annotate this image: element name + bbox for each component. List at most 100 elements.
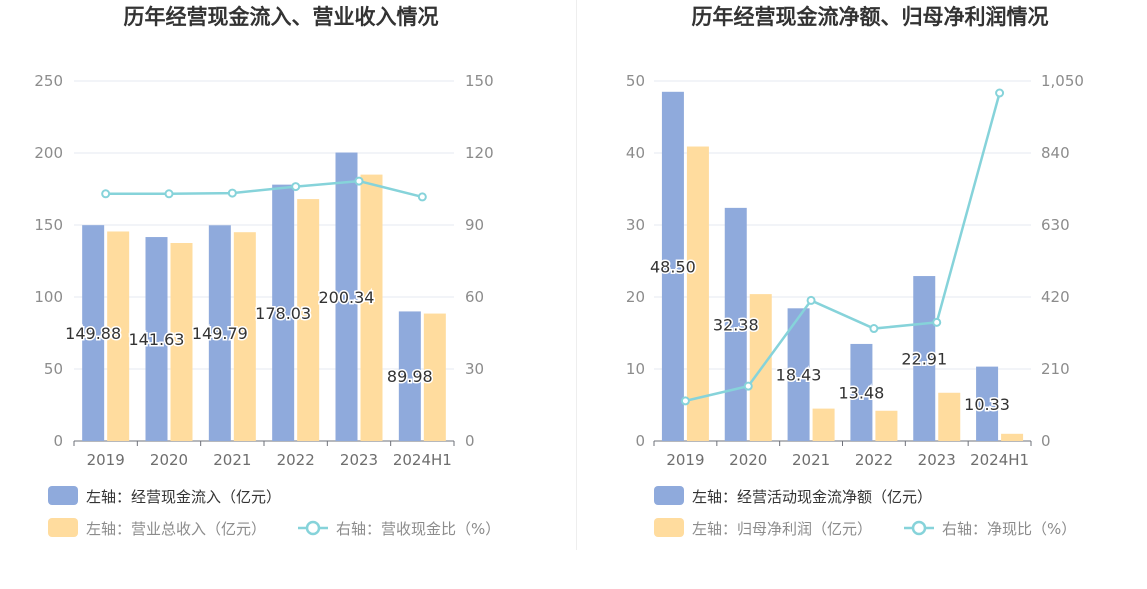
x-tick-label: 2020 — [150, 451, 188, 469]
legend-label: 右轴：净现比（%） — [942, 520, 1076, 538]
y-left-tick-label: 200 — [34, 144, 63, 162]
legend-swatch-marker — [305, 520, 321, 536]
y-right-tick-label: 0 — [1041, 432, 1051, 450]
bar — [398, 311, 421, 441]
y-right-tick-label: 30 — [465, 360, 484, 378]
y-right-tick-label: 90 — [465, 216, 484, 234]
y-left-tick-label: 50 — [626, 72, 645, 90]
bar — [423, 313, 446, 441]
data-label: 149.88 — [65, 324, 121, 343]
legend-label: 左轴：归母净利润（亿元） — [692, 520, 872, 538]
y-left-tick-label: 50 — [44, 360, 63, 378]
bar — [938, 392, 961, 441]
y-right-tick-label: 120 — [465, 144, 494, 162]
data-label: 32.38 — [713, 315, 759, 334]
legend-swatch — [48, 486, 78, 505]
legend-swatch — [654, 518, 684, 537]
y-right-tick-label: 840 — [1041, 144, 1070, 162]
x-tick-label: 2024H1 — [393, 451, 452, 469]
line-point — [101, 189, 111, 199]
legend-label: 右轴：营收现金比（%） — [336, 520, 500, 538]
bar — [297, 199, 320, 441]
line-point — [354, 176, 364, 186]
y-left-tick-label: 0 — [635, 432, 645, 450]
legend-swatch-marker — [911, 520, 927, 536]
line-point — [932, 317, 942, 327]
series-line — [685, 92, 1001, 403]
x-tick-label: 2024H1 — [970, 451, 1029, 469]
y-left-tick-label: 10 — [626, 360, 645, 378]
data-label: 89.98 — [387, 367, 433, 386]
line-point — [417, 192, 427, 202]
bar — [913, 276, 936, 441]
bar — [724, 207, 747, 441]
data-label: 10.33 — [964, 395, 1010, 414]
data-label: 178.03 — [255, 304, 311, 323]
data-label: 18.43 — [776, 366, 822, 385]
x-tick-label: 2023 — [918, 451, 956, 469]
chart-title: 历年经营现金流入、营业收入情况 — [124, 5, 439, 29]
data-label: 22.91 — [901, 350, 947, 369]
x-tick-label: 2021 — [213, 451, 251, 469]
bar — [686, 146, 709, 441]
bar — [335, 152, 358, 441]
x-tick-label: 2019 — [87, 451, 125, 469]
y-right-tick-label: 150 — [465, 72, 494, 90]
line-point — [291, 182, 301, 192]
bar — [360, 174, 383, 441]
legend-label: 左轴：经营现金流入（亿元） — [86, 488, 281, 506]
y-left-tick-label: 100 — [34, 288, 63, 306]
y-right-tick-label: 1,050 — [1041, 72, 1084, 90]
x-tick-label: 2020 — [729, 451, 767, 469]
line-point — [995, 88, 1005, 98]
legend-swatch — [654, 486, 684, 505]
bar — [272, 184, 295, 442]
bar — [107, 231, 130, 441]
y-right-tick-label: 210 — [1041, 360, 1070, 378]
chart-title: 历年经营现金流净额、归母净利润情况 — [692, 5, 1049, 29]
data-label: 48.50 — [650, 257, 696, 276]
y-right-tick-label: 630 — [1041, 216, 1070, 234]
legend-label: 左轴：经营活动现金流净额（亿元） — [692, 488, 932, 506]
bar — [875, 410, 898, 441]
y-left-tick-label: 0 — [53, 432, 63, 450]
legend-label: 左轴：营业总收入（亿元） — [86, 520, 266, 538]
right-panel: 历年经营现金流净额、归母净利润情况 0 0 10 210 20 420 30 630 40 840… — [626, 5, 1084, 538]
y-right-tick-label: 420 — [1041, 288, 1070, 306]
line-point — [164, 189, 174, 199]
x-tick-label: 2022 — [855, 451, 893, 469]
data-label: 200.34 — [319, 288, 375, 307]
panel-divider — [576, 0, 577, 550]
x-tick-label: 2021 — [792, 451, 830, 469]
data-label: 141.63 — [129, 330, 185, 349]
bar — [233, 232, 256, 441]
left-panel: 历年经营现金流入、营业收入情况 0 0 50 30 100 60 150 90 200 120 25… — [34, 5, 500, 538]
y-left-tick-label: 40 — [626, 144, 645, 162]
bar — [661, 91, 684, 442]
y-right-tick-label: 0 — [465, 432, 475, 450]
x-tick-label: 2022 — [277, 451, 315, 469]
bar — [850, 343, 873, 441]
x-tick-label: 2019 — [666, 451, 704, 469]
bar — [787, 308, 810, 441]
bar — [976, 366, 999, 441]
line-point — [806, 295, 816, 305]
y-right-tick-label: 60 — [465, 288, 484, 306]
bar — [1001, 433, 1024, 441]
bar — [82, 225, 105, 441]
line-point — [680, 396, 690, 406]
series-line — [105, 179, 423, 199]
line-point — [869, 324, 879, 334]
data-label: 149.79 — [192, 324, 248, 343]
y-left-tick-label: 30 — [626, 216, 645, 234]
y-left-tick-label: 250 — [34, 72, 63, 90]
line-point — [227, 188, 237, 198]
y-left-tick-label: 20 — [626, 288, 645, 306]
legend-swatch — [48, 518, 78, 537]
bar — [170, 243, 193, 441]
line-point — [743, 381, 753, 391]
y-left-tick-label: 150 — [34, 216, 63, 234]
data-label: 13.48 — [839, 383, 885, 402]
bar — [812, 408, 835, 441]
